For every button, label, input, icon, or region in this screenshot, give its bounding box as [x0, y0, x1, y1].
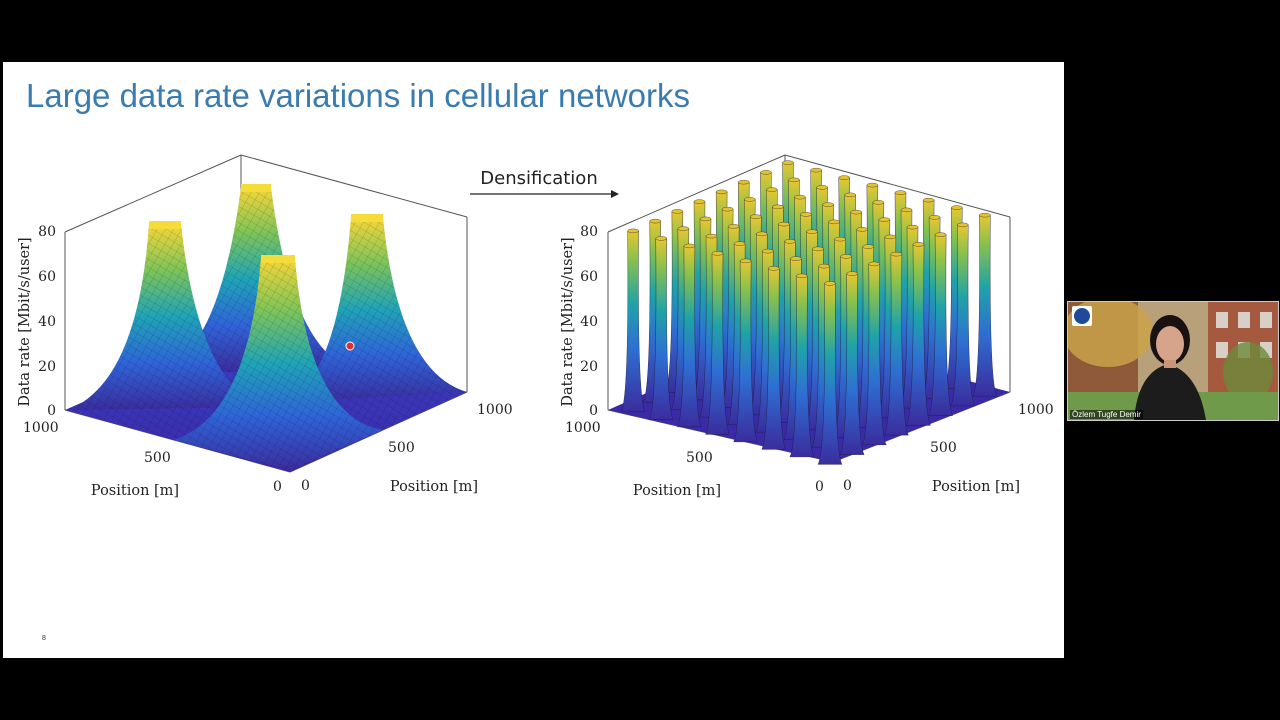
spike-0-7: [972, 212, 998, 397]
left-x-tick-0: 0: [273, 479, 282, 495]
page-number: 8: [42, 635, 46, 642]
left-peak-right: [283, 214, 467, 402]
webcam-thumbnail[interactable]: Özlem Tugfe Demir: [1067, 301, 1279, 421]
left-x-ticks: 1000 500 0: [23, 420, 282, 495]
plots-canvas: 0 20 40 60 80 Data rate [Mbit/s/user] 10…: [17, 154, 1054, 499]
slide-title: Large data rate variations in cellular n…: [26, 77, 691, 114]
right-z-axis-label: Data rate [Mbit/s/user]: [560, 237, 576, 406]
right-z-tick-20: 20: [580, 359, 598, 375]
right-z-ticks: 0 20 40 60 80: [580, 224, 598, 419]
left-z-tick-60: 60: [38, 269, 56, 285]
webcam-video: [1068, 302, 1278, 420]
right-x-tick-0: 0: [815, 479, 824, 495]
densification-arrow: Densification: [470, 168, 619, 198]
left-z-tick-40: 40: [38, 314, 56, 330]
left-y-tick-500: 500: [388, 440, 415, 456]
spike-7-4: [733, 258, 758, 443]
spike-1-7: [950, 222, 976, 407]
arrow-label: Densification: [480, 168, 597, 189]
spike-7-5: [761, 266, 787, 450]
left-surface-plot: 0 20 40 60 80 Data rate [Mbit/s/user] 10…: [17, 154, 513, 499]
right-y-tick-500: 500: [930, 440, 957, 456]
spike-7-3: [705, 251, 730, 435]
right-y-ticks: 0 500 1000: [843, 402, 1054, 494]
pointer-dot: [345, 341, 355, 351]
spike-6-7: [839, 271, 865, 455]
right-x-axis-label: Position [m]: [633, 483, 721, 499]
left-x-axis-label: Position [m]: [91, 483, 179, 499]
spike-2-7: [928, 232, 953, 416]
left-z-tick-0: 0: [47, 403, 56, 419]
spike-7-7: [817, 281, 843, 465]
left-z-tick-80: 80: [38, 224, 56, 240]
right-y-tick-0: 0: [843, 478, 852, 494]
left-x-tick-1000: 1000: [23, 420, 59, 436]
left-peak-back: [153, 184, 363, 372]
left-y-tick-0: 0: [301, 478, 310, 494]
right-z-tick-80: 80: [580, 224, 598, 240]
right-z-tick-60: 60: [580, 269, 598, 285]
left-z-axis-label: Data rate [Mbit/s/user]: [17, 237, 33, 406]
spike-7-6: [789, 273, 815, 458]
left-x-tick-500: 500: [144, 450, 171, 466]
left-y-axis-label: Position [m]: [390, 479, 478, 495]
spike-5-7: [861, 261, 887, 446]
right-spikes: [620, 160, 998, 465]
kth-logo-icon: [1074, 308, 1090, 324]
left-y-ticks: 0 500 1000: [301, 402, 513, 494]
slide: Large data rate variations in cellular n…: [3, 62, 1064, 658]
spike-4-7: [884, 251, 909, 436]
right-x-ticks: 1000 500 0: [565, 420, 824, 495]
spike-3-7: [906, 242, 931, 426]
right-surface-plot: 0 20 40 60 80 Data rate [Mbit/s/user] 10…: [560, 154, 1054, 499]
right-x-tick-500: 500: [686, 450, 713, 466]
right-z-tick-0: 0: [589, 403, 598, 419]
right-y-axis-label: Position [m]: [932, 479, 1020, 495]
left-peak-front: [173, 255, 383, 470]
left-y-tick-1000: 1000: [477, 402, 513, 418]
spike-7-0: [620, 228, 646, 413]
left-z-ticks: 0 20 40 60 80: [38, 224, 56, 419]
spike-7-2: [677, 243, 702, 428]
participant-name: Özlem Tugfe Demir: [1070, 410, 1143, 419]
right-y-tick-1000: 1000: [1018, 402, 1054, 418]
left-peak-left: [68, 221, 263, 410]
left-z-tick-20: 20: [38, 359, 56, 375]
spike-7-1: [648, 236, 674, 420]
right-x-tick-1000: 1000: [565, 420, 601, 436]
right-z-tick-40: 40: [580, 314, 598, 330]
